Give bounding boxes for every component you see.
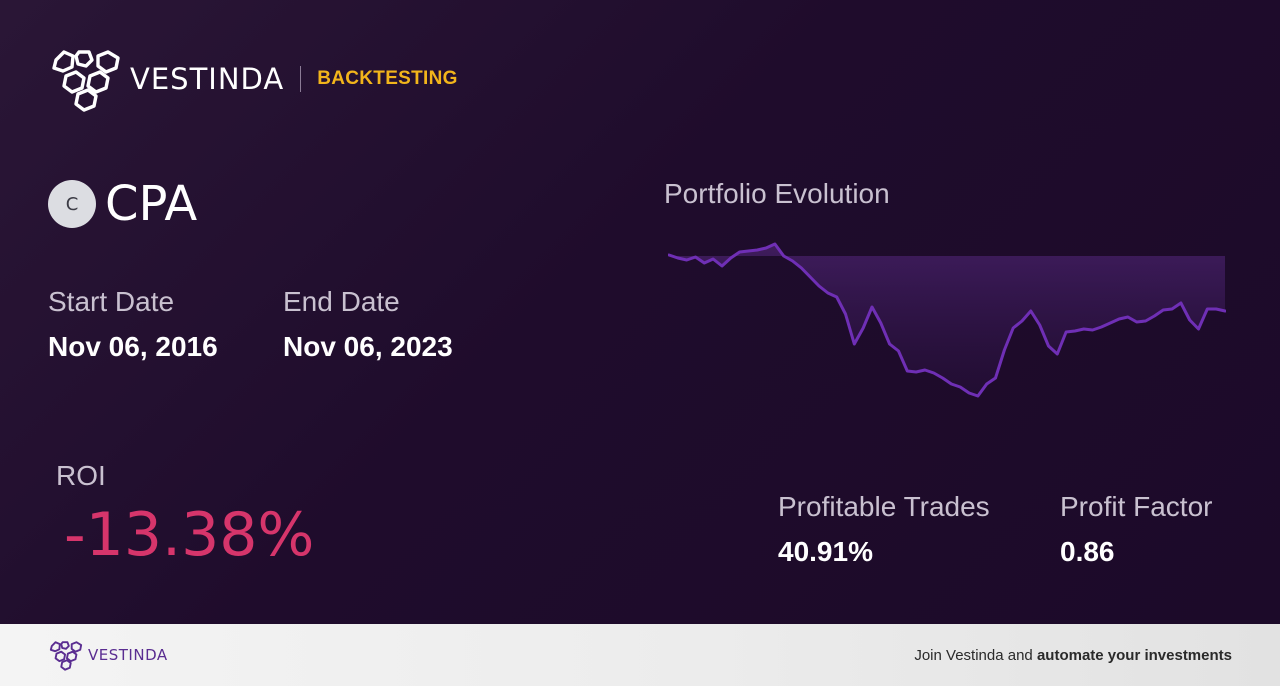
profitable-trades-label: Profitable Trades bbox=[778, 491, 990, 522]
profit-factor-label: Profit Factor bbox=[1060, 491, 1213, 522]
ticker-header: C CPA bbox=[48, 176, 197, 232]
footer-cta[interactable]: Join Vestinda and automate your investme… bbox=[914, 647, 1232, 664]
profit-factor-value: 0.86 bbox=[1060, 536, 1115, 567]
roi-label: ROI bbox=[56, 460, 106, 491]
ticker-symbol: CPA bbox=[105, 176, 198, 232]
end-date-label: End Date bbox=[283, 286, 400, 317]
footer-logo[interactable]: VESTINDA bbox=[48, 639, 168, 671]
ticker-badge: C bbox=[48, 180, 96, 228]
roi-value: -13.38% bbox=[64, 500, 315, 570]
chart-title: Portfolio Evolution bbox=[664, 178, 890, 209]
backtesting-tag: BACKTESTING bbox=[317, 68, 458, 89]
footer-cta-bold: automate your investments bbox=[1036, 646, 1232, 664]
hexagon-logo-icon bbox=[52, 50, 120, 112]
chart-series-line bbox=[668, 242, 1226, 398]
hexagon-logo-icon bbox=[49, 641, 83, 671]
profitable-trades-value: 40.91% bbox=[778, 536, 873, 567]
vestinda-logo[interactable]: VESTINDA BACKTESTING bbox=[48, 46, 458, 112]
chart-area-fill bbox=[669, 244, 1225, 396]
brand-divider bbox=[300, 66, 302, 92]
start-date-label: Start Date bbox=[48, 286, 175, 317]
brand-name: VESTINDA bbox=[130, 62, 285, 96]
hero-banner: VESTINDA BACKTESTING C CPA Start Date No… bbox=[0, 0, 1280, 624]
portfolio-evolution-chart bbox=[668, 242, 1226, 398]
end-date-value: Nov 06, 2023 bbox=[283, 331, 453, 362]
start-date-value: Nov 06, 2016 bbox=[48, 331, 218, 362]
footer-bar: VESTINDA Join Vestinda and automate your… bbox=[0, 624, 1280, 686]
footer-cta-prefix: Join Vestinda and bbox=[914, 646, 1037, 664]
footer-brand-name: VESTINDA bbox=[88, 646, 168, 664]
